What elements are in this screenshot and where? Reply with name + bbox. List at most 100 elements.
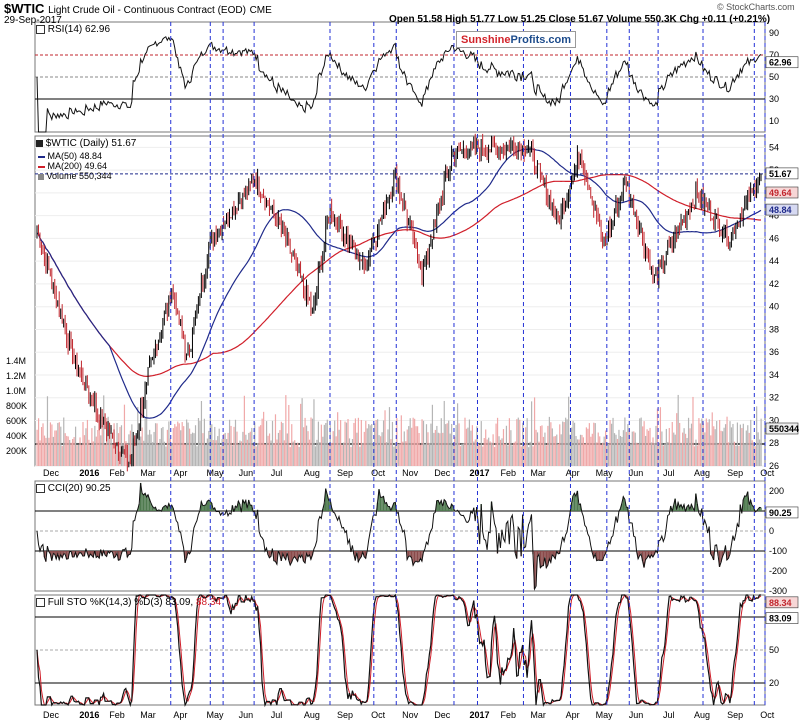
volume-bar bbox=[542, 436, 545, 466]
volume-bar bbox=[211, 424, 213, 466]
volume-bar bbox=[181, 422, 183, 466]
volume-bar bbox=[271, 420, 274, 466]
volume-bar bbox=[563, 422, 565, 466]
volume-bar bbox=[576, 439, 579, 466]
volume-bar bbox=[676, 413, 678, 466]
x-axis-label: Dec bbox=[434, 468, 451, 478]
volume-bar bbox=[717, 443, 719, 466]
x-axis-label: Aug bbox=[304, 710, 320, 720]
volume-bar bbox=[699, 423, 701, 466]
price-legend: MA(50) 48.84 MA(200) 49.64 Volume 550,34… bbox=[38, 151, 112, 181]
volume-bar bbox=[172, 427, 174, 466]
volume-tick-label: 600K bbox=[6, 416, 27, 426]
x-axis-label: May bbox=[596, 468, 614, 478]
volume-bar bbox=[482, 446, 484, 466]
volume-bar bbox=[409, 418, 411, 466]
volume-bar bbox=[732, 423, 734, 466]
volume-bar bbox=[79, 437, 81, 466]
price-legend-swatch bbox=[36, 139, 43, 147]
volume-bar bbox=[193, 433, 195, 466]
x-axis-label: Mar bbox=[140, 710, 156, 720]
volume-bar bbox=[536, 432, 539, 466]
volume-bar bbox=[759, 439, 761, 466]
volume-bar bbox=[40, 427, 43, 466]
cci-tick-label: 200 bbox=[769, 486, 784, 496]
volume-bar bbox=[191, 432, 194, 466]
volume-bar bbox=[510, 430, 512, 466]
volume-bar bbox=[541, 425, 543, 466]
legend-ma200: MA(200) 49.64 bbox=[38, 161, 112, 171]
volume-bar bbox=[129, 430, 131, 466]
volume-bar bbox=[335, 436, 337, 466]
volume-bar bbox=[76, 445, 78, 466]
volume-bar bbox=[547, 425, 549, 466]
volume-bar bbox=[692, 396, 694, 466]
volume-bar bbox=[175, 426, 177, 466]
volume-bar bbox=[103, 395, 105, 466]
volume-bar bbox=[425, 424, 428, 466]
x-axis-label: Apr bbox=[566, 468, 580, 478]
volume-bar bbox=[257, 443, 259, 466]
sto-k-badge-text: 88.34 bbox=[769, 598, 792, 608]
volume-bar bbox=[612, 417, 614, 466]
volume-bar bbox=[369, 425, 371, 466]
volume-bar bbox=[265, 421, 268, 466]
volume-bar bbox=[319, 442, 321, 466]
logo-part-a: Sunshine bbox=[461, 34, 511, 46]
volume-bar bbox=[430, 423, 432, 466]
volume-bar bbox=[289, 447, 291, 466]
volume-bar bbox=[461, 443, 463, 466]
volume-bar bbox=[109, 423, 111, 466]
volume-bar bbox=[729, 421, 731, 466]
volume-bar bbox=[667, 441, 669, 466]
volume-bar bbox=[544, 432, 546, 466]
x-axis-label: Feb bbox=[109, 710, 125, 720]
volume-bar bbox=[748, 432, 750, 466]
volume-bar bbox=[397, 444, 399, 466]
x-axis-label: Dec bbox=[43, 710, 60, 720]
volume-bar bbox=[249, 431, 251, 466]
volume-bar bbox=[157, 444, 160, 466]
volume-bar bbox=[529, 441, 531, 466]
volume-bar bbox=[726, 416, 728, 466]
volume-bar bbox=[698, 418, 700, 466]
volume-bar bbox=[311, 418, 314, 466]
volume-bar bbox=[719, 419, 721, 466]
x-axis-label: Dec bbox=[43, 468, 60, 478]
volume-bar bbox=[159, 438, 161, 466]
price-tick-label: 34 bbox=[769, 370, 779, 380]
volume-bar bbox=[625, 431, 627, 466]
volume-bar bbox=[690, 423, 693, 466]
volume-bar bbox=[199, 421, 201, 466]
volume-bar bbox=[661, 431, 663, 466]
ma50-badge-text: 48.84 bbox=[769, 205, 792, 215]
volume-bar bbox=[474, 439, 476, 466]
volume-bar bbox=[382, 420, 385, 466]
volume-bar bbox=[533, 397, 536, 466]
volume-bar bbox=[43, 435, 46, 466]
volume-bar bbox=[347, 419, 349, 466]
volume-bar bbox=[156, 423, 158, 466]
sto-d-badge-text: 83.09 bbox=[769, 614, 792, 624]
x-axis-label: Sep bbox=[337, 710, 353, 720]
volume-bar bbox=[240, 441, 243, 466]
volume-bar bbox=[538, 441, 540, 466]
volume-bar bbox=[300, 403, 302, 466]
sto-d-badge: 83.09 bbox=[765, 612, 799, 624]
volume-bar bbox=[442, 432, 444, 466]
volume-bar bbox=[228, 419, 231, 466]
volume-bar bbox=[427, 432, 429, 466]
volume-bar bbox=[602, 442, 604, 466]
volume-bar bbox=[440, 418, 442, 466]
x-axis-label: 2016 bbox=[79, 468, 99, 478]
sto-k-line bbox=[36, 593, 761, 708]
volume-bar bbox=[326, 419, 328, 466]
volume-bar bbox=[260, 425, 262, 466]
volume-bar bbox=[455, 424, 457, 466]
x-axis-label: Sep bbox=[727, 468, 743, 478]
volume-bar bbox=[365, 420, 367, 466]
sto-k-badge-box bbox=[765, 596, 799, 609]
volume-bar bbox=[431, 404, 434, 466]
x-axis-label: 2017 bbox=[469, 710, 489, 720]
